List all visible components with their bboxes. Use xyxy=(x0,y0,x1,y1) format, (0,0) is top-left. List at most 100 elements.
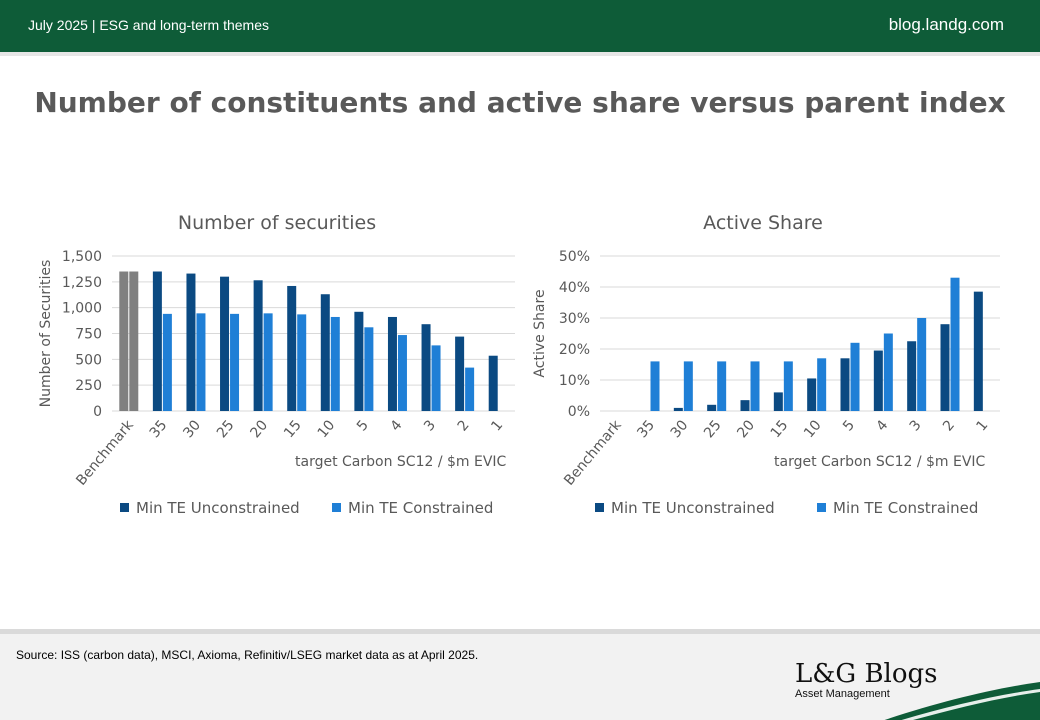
bar-constrained-35 xyxy=(650,361,660,411)
y-tick-label: 750 xyxy=(75,327,102,343)
x-axis-label: target Carbon SC12 / $m EVIC xyxy=(774,454,986,470)
x-tick-label: 20 xyxy=(734,417,758,441)
x-tick-label: 15 xyxy=(768,417,792,441)
x-tick-label: 5 xyxy=(840,417,858,434)
bar-constrained-2 xyxy=(950,277,960,411)
y-tick-label: 0 xyxy=(93,404,102,420)
x-tick-label: 15 xyxy=(281,417,305,441)
y-tick-label: 1,000 xyxy=(62,301,102,317)
bar-unconstrained-15 xyxy=(773,392,783,411)
footer: Source: ISS (carbon data), MSCI, Axioma,… xyxy=(0,629,1040,720)
x-tick-label: 20 xyxy=(247,417,271,441)
x-tick-label: 1 xyxy=(973,417,991,434)
bar-constrained-2 xyxy=(465,367,475,411)
bar-unconstrained-25 xyxy=(220,276,230,411)
y-tick-label: 1,500 xyxy=(62,249,102,265)
bar-unconstrained-2 xyxy=(940,324,950,411)
y-tick-label: 250 xyxy=(75,378,102,394)
bar-constrained-10 xyxy=(330,316,340,411)
bar-constrained-4 xyxy=(883,333,893,411)
y-axis-label: Number of Securities xyxy=(38,260,54,408)
bar-constrained-15 xyxy=(297,314,307,411)
bar-constrained-3 xyxy=(917,318,927,411)
legend-label-constrained: Min TE Constrained xyxy=(348,499,493,517)
page-title: Number of constituents and active share … xyxy=(34,86,1006,119)
active-share-chart: Active Share 0% 10% 20% 30% 40% 50% Active Shar… xyxy=(532,212,1000,517)
bar-constrained-3 xyxy=(431,345,441,411)
bar-constrained-5 xyxy=(364,327,374,411)
bar-constrained-30 xyxy=(196,313,206,411)
brand-swoosh xyxy=(884,682,1040,720)
x-tick-label: 35 xyxy=(634,417,658,441)
logo-subtitle: Asset Management xyxy=(795,688,890,700)
bar-constrained-15 xyxy=(783,361,793,411)
bar-unconstrained-15 xyxy=(287,285,297,411)
y-tick-label: 30% xyxy=(559,311,590,327)
x-tick-label: 10 xyxy=(801,417,825,441)
bar-constrained-10 xyxy=(817,358,827,411)
bar-unconstrained-benchmark xyxy=(119,271,129,411)
bar-unconstrained-1 xyxy=(973,291,983,411)
y-tick-label: 1,250 xyxy=(62,275,102,291)
bar-unconstrained-20 xyxy=(253,280,263,411)
bar-unconstrained-3 xyxy=(907,341,917,411)
legend-label-unconstrained: Min TE Unconstrained xyxy=(611,499,775,517)
header-bar: July 2025 | ESG and long-term themes blo… xyxy=(0,0,1040,52)
x-tick-label: 2 xyxy=(455,417,473,434)
bar-unconstrained-3 xyxy=(421,324,431,411)
y-tick-label: 40% xyxy=(559,280,590,296)
x-tick-label: 3 xyxy=(907,417,925,434)
logo-name: L&G Blogs xyxy=(795,659,938,689)
x-tick-label: 35 xyxy=(147,417,171,441)
header-date-theme: July 2025 | ESG and long-term themes xyxy=(28,17,269,33)
bar-unconstrained-5 xyxy=(354,311,364,411)
bar-unconstrained-10 xyxy=(320,294,330,411)
chart-title: Number of securities xyxy=(178,212,376,234)
y-tick-label: 50% xyxy=(559,249,590,265)
bar-constrained-30 xyxy=(683,361,693,411)
bar-constrained-25 xyxy=(230,313,240,411)
bar-unconstrained-10 xyxy=(807,378,817,411)
source-note: Source: ISS (carbon data), MSCI, Axioma,… xyxy=(16,648,479,662)
securities-chart: Number of securities 0 250 500 750 1,000 1,250… xyxy=(38,212,515,517)
legend-label-unconstrained: Min TE Unconstrained xyxy=(136,499,300,517)
header-site-link[interactable]: blog.landg.com xyxy=(888,15,1004,34)
legend-swatch-constrained xyxy=(332,503,341,512)
y-tick-label: 500 xyxy=(75,352,102,368)
x-tick-label: 2 xyxy=(940,417,958,434)
bar-unconstrained-30 xyxy=(186,273,196,411)
lg-logo: L&G Blogs Asset Management xyxy=(795,660,938,700)
bar-unconstrained-35 xyxy=(152,271,162,411)
bar-constrained-20 xyxy=(263,313,273,411)
header-divider xyxy=(0,52,1040,56)
bar-unconstrained-30 xyxy=(673,407,683,411)
x-tick-label: Benchmark xyxy=(561,417,625,489)
bar-constrained-4 xyxy=(397,335,407,411)
y-tick-label: 20% xyxy=(559,342,590,358)
bar-constrained-benchmark xyxy=(129,271,139,411)
bar-constrained-20 xyxy=(750,361,760,411)
x-tick-label: 4 xyxy=(388,417,406,434)
bar-unconstrained-4 xyxy=(387,316,397,411)
y-tick-label: 0% xyxy=(568,404,590,420)
bar-unconstrained-20 xyxy=(740,400,750,411)
legend-swatch-unconstrained xyxy=(595,503,604,512)
bar-constrained-5 xyxy=(850,342,860,411)
chart-title: Active Share xyxy=(703,212,823,234)
y-tick-label: 10% xyxy=(559,373,590,389)
legend-swatch-unconstrained xyxy=(120,503,129,512)
bar-constrained-25 xyxy=(717,361,727,411)
bar-constrained-35 xyxy=(162,313,172,411)
x-tick-label: 30 xyxy=(668,417,692,441)
bar-unconstrained-25 xyxy=(707,404,717,411)
legend-label-constrained: Min TE Constrained xyxy=(833,499,978,517)
bar-unconstrained-1 xyxy=(488,355,498,411)
x-tick-label: 1 xyxy=(488,417,506,434)
x-tick-label: 10 xyxy=(315,417,339,441)
x-tick-label: 4 xyxy=(873,417,891,434)
x-tick-label: 25 xyxy=(701,417,725,441)
x-tick-label: Benchmark xyxy=(73,417,137,489)
x-tick-label: 25 xyxy=(214,417,238,441)
x-tick-label: 5 xyxy=(354,417,372,434)
x-axis-label: target Carbon SC12 / $m EVIC xyxy=(295,454,507,470)
